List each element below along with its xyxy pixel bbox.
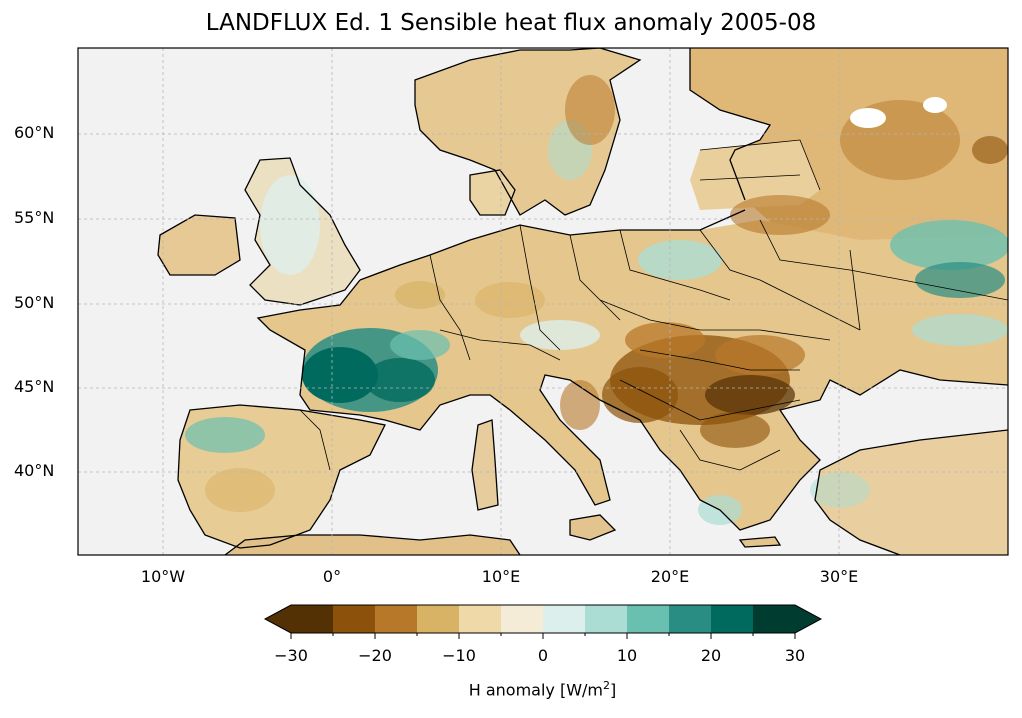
lon-label-10e: 10°E	[481, 567, 521, 586]
denmark-land	[470, 170, 515, 215]
country-borders	[299, 139, 1008, 471]
colorbar-segment	[501, 605, 544, 633]
lon-label-30e: 30°E	[819, 567, 859, 586]
colorbar-tick-label: −10	[442, 646, 476, 665]
lon-label-10w: 10°W	[140, 567, 186, 586]
map-frame	[77, 47, 1009, 556]
colorbar-segment	[417, 605, 460, 633]
land-layer	[157, 48, 1008, 555]
lat-label-50: 50°N	[14, 293, 55, 312]
lat-label-55: 55°N	[14, 208, 55, 227]
colorbar-segment	[459, 605, 502, 633]
colorbar-label: H anomaly [W/m2]	[0, 679, 1022, 699]
gridlines	[78, 48, 1008, 555]
map-title: LANDFLUX Ed. 1 Sensible heat flux anomal…	[205, 10, 817, 36]
colorbar-segment	[333, 605, 376, 633]
colorbar-label-end: ]	[610, 680, 617, 700]
colorbar-segment	[543, 605, 586, 633]
colorbar-extend-low	[265, 605, 291, 633]
lon-label-0: 0°	[322, 567, 342, 586]
lat-label-45: 45°N	[14, 377, 55, 396]
colorbar-segment	[585, 605, 628, 633]
turkey-land	[815, 430, 1008, 555]
sicily-land	[570, 515, 615, 540]
colorbar-label-main: H anomaly [W/m	[468, 680, 604, 700]
colorbar-tick-label: 20	[700, 646, 722, 665]
lat-label-60: 60°N	[14, 123, 55, 142]
ireland-land	[158, 215, 240, 275]
colorbar-tick-label: 10	[616, 646, 638, 665]
colorbar-segment	[627, 605, 670, 633]
colorbar-extend-high	[795, 605, 821, 633]
colorbar-tick-label: −30	[274, 646, 308, 665]
colorbar-tick-label: −20	[358, 646, 392, 665]
lon-label-20e: 20°E	[650, 567, 690, 586]
colorbar-tick-label: 30	[784, 646, 806, 665]
colorbar	[263, 604, 823, 639]
colorbar-tick-label: 0	[537, 646, 549, 665]
colorbar-segment	[291, 605, 334, 633]
colorbar-segment	[753, 605, 796, 633]
lat-label-40: 40°N	[14, 461, 55, 480]
colorbar-segment	[669, 605, 712, 633]
colorbar-label-sup: 2	[603, 679, 611, 692]
north-africa-land	[225, 535, 520, 555]
colorbar-segment	[375, 605, 418, 633]
positive-anomaly-blobs	[185, 120, 1008, 525]
corsica-sardinia-land	[472, 420, 498, 510]
colorbar-segment	[711, 605, 754, 633]
baltic-land	[690, 140, 820, 210]
